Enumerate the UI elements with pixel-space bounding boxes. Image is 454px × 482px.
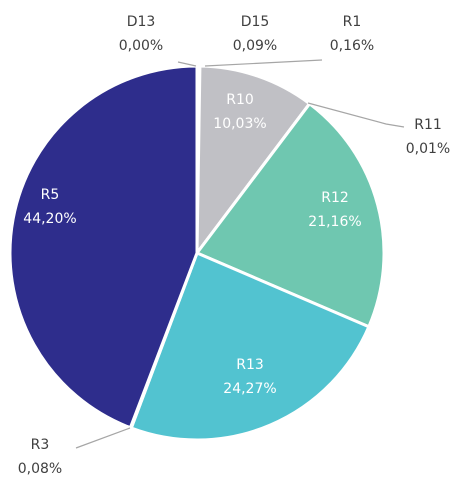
slice: [8, 64, 199, 430]
slice-name: D13: [127, 14, 156, 30]
slice-name: R11: [414, 117, 442, 133]
slice-name: R10: [226, 92, 254, 108]
slice-name: R13: [236, 357, 264, 373]
slice: [129, 251, 371, 442]
slice-name: D15: [241, 14, 270, 30]
slice-value-label: 0,01%: [406, 141, 450, 157]
slice-value-label: 0,00%: [119, 38, 163, 54]
leader-line: [307, 102, 405, 128]
slice-value-label: 0,16%: [330, 38, 374, 54]
slice-value-label: 10,03%: [213, 116, 266, 132]
slice-name: R5: [41, 187, 60, 203]
leader-line: [204, 59, 323, 67]
slice-value-label: 21,16%: [308, 214, 361, 230]
slice-value-label: 0,08%: [18, 461, 62, 477]
slice-value-label: 44,20%: [23, 211, 76, 227]
slice-value-label: 24,27%: [223, 381, 276, 397]
leader-line: [177, 61, 197, 67]
slice-value-label: 0,09%: [233, 38, 277, 54]
slice-name: R12: [321, 190, 349, 206]
leader-line: [75, 427, 131, 449]
slice-name: R3: [31, 437, 50, 453]
slice: [195, 102, 386, 329]
slice-name: R1: [343, 14, 362, 30]
